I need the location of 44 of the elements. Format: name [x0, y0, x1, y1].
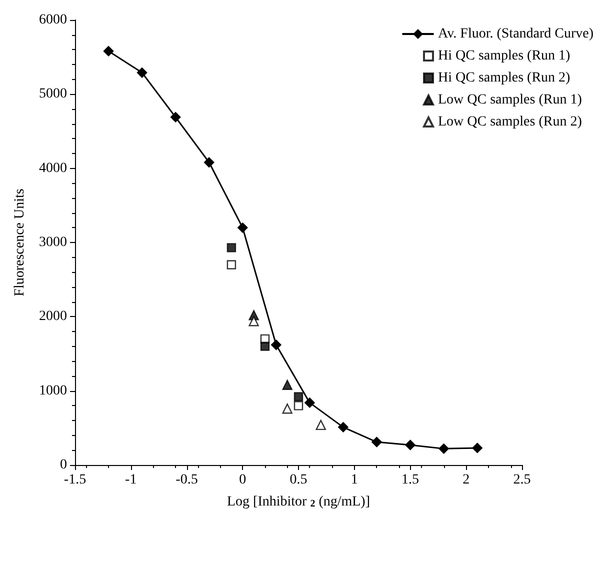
y-tick-label: 0	[60, 458, 67, 472]
legend-label: Hi QC samples (Run 2)	[438, 70, 571, 86]
point	[372, 436, 382, 448]
y-tick-label: 4000	[39, 160, 67, 176]
x-tick-label: -0.5	[176, 472, 198, 488]
y-tick-label: 6000	[39, 12, 67, 28]
legend-label: Low QC samples (Run 1)	[438, 92, 582, 108]
point	[103, 46, 114, 56]
point	[282, 404, 292, 414]
y-tick-label: 1000	[39, 383, 67, 398]
point	[226, 260, 236, 270]
point	[405, 440, 416, 450]
legend-label: Low QC samples (Run 2)	[438, 114, 582, 130]
x-tick-label: -1.5	[64, 472, 86, 488]
legend-label: Hi QC samples (Run 1)	[438, 48, 571, 64]
x-tick-label: 1.5	[402, 472, 419, 488]
point	[204, 157, 214, 168]
x-tick-label: 0.5	[290, 472, 308, 488]
x-axis-title: Log [Inhibitor 2 (ng/mL)]	[226, 494, 370, 510]
legend-label: Av. Fluor. (Standard Curve)	[438, 26, 594, 42]
y-tick-label: 2000	[39, 309, 67, 324]
x-tick-label: 2	[462, 472, 470, 488]
point	[238, 222, 248, 233]
y-axis-title: Fluorescence Units	[12, 188, 28, 296]
point	[282, 380, 292, 390]
point	[472, 442, 482, 454]
point	[226, 243, 236, 252]
x-tick-label: 0	[239, 472, 246, 488]
x-tick-label: 2.5	[513, 472, 531, 488]
point	[338, 422, 348, 432]
x-tick-label: 1	[350, 472, 358, 488]
point	[294, 392, 304, 402]
point	[271, 340, 282, 350]
x-tick-label: -1	[125, 472, 137, 488]
point	[136, 68, 148, 78]
point	[316, 420, 326, 430]
point	[304, 398, 315, 408]
point	[294, 401, 304, 410]
y-tick-label: 3000	[39, 235, 67, 250]
point	[438, 444, 449, 454]
y-tick-label: 5000	[39, 86, 67, 102]
point	[248, 316, 259, 326]
point	[260, 342, 270, 351]
point	[170, 112, 181, 122]
